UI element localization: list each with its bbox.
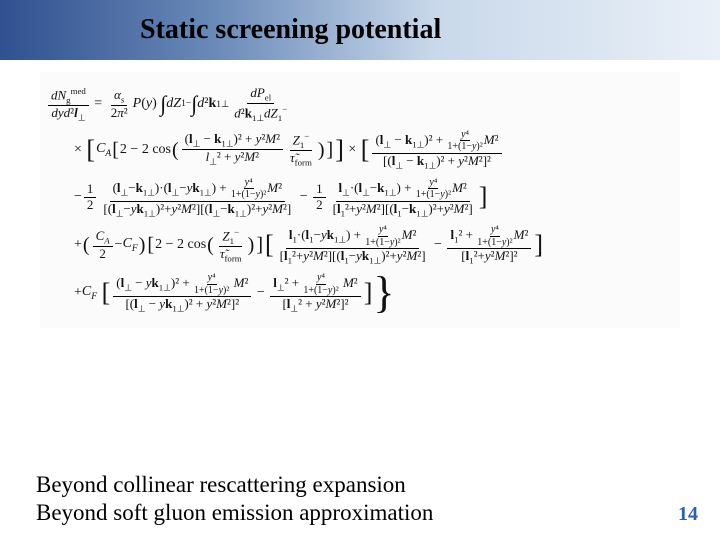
formula-line-5: + CF [ (l⊥ − yk1⊥)² + y⁴1+(1−y)² M² [(l⊥… [46, 272, 674, 314]
page-number: 14 [678, 503, 698, 526]
page-title: Static screening potential [140, 14, 441, 46]
formula-line-4: + ( CA2 − CF ) [2 − 2 cos ( Z1−τ̃form ) … [46, 224, 674, 266]
formula-block: dNgmed dyd²l⊥ = αs 2π² P(y) ∫dZ1− ∫d²k1⊥… [40, 72, 680, 328]
footer-line-1: Beyond collinear rescattering expansion [36, 471, 433, 500]
header-bar: Static screening potential [0, 0, 720, 60]
formula-line-1: dNgmed dyd²l⊥ = αs 2π² P(y) ∫dZ1− ∫d²k1⊥… [46, 86, 674, 123]
formula-line-2: × [ CA [2 − 2 cos ( (l⊥ − k1⊥)² + y²M² l… [46, 129, 674, 171]
footer-text: Beyond collinear rescattering expansion … [36, 471, 433, 529]
formula-line-3: − 12 (l⊥−k1⊥)·(l⊥−yk1⊥) + y⁴1+(1−y)²M² [… [46, 177, 674, 219]
footer-line-2: Beyond soft gluon emission approximation [36, 499, 433, 528]
